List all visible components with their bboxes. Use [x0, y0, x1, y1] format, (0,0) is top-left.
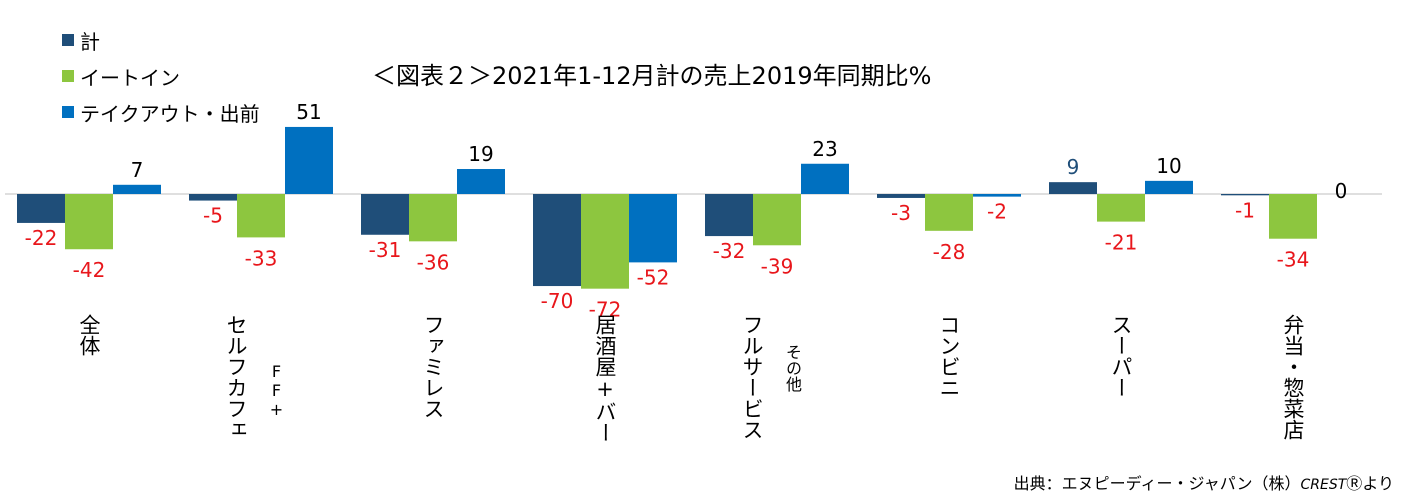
bar-eat-in-2: [409, 194, 457, 242]
legend: 計 イートイン テイクアウト・出前: [62, 22, 260, 130]
bar-eat-in-4: [753, 194, 801, 246]
category-label-3: 居酒屋+バー: [593, 314, 617, 443]
source-brand: CREST: [1300, 477, 1347, 493]
chart-title: ＜図表２＞2021年1-12月計の売上2019年同期比%: [372, 62, 932, 90]
bar-total-3: [533, 194, 581, 287]
bar-eat-in-3: [581, 194, 629, 289]
legend-item-takeout: テイクアウト・出前: [62, 94, 260, 130]
bar-eat-in-1: [237, 194, 285, 238]
data-label-takeout-4: 23: [812, 137, 837, 161]
data-label-takeout-6: 10: [1156, 154, 1181, 178]
category-label-6: スーパー: [1109, 314, 1133, 398]
data-label-eat-in-7: -34: [1277, 248, 1310, 272]
bar-total-6: [1049, 182, 1097, 194]
data-label-takeout-2: 19: [468, 142, 493, 166]
data-label-total-2: -31: [369, 238, 402, 262]
data-label-total-4: -32: [713, 239, 746, 263]
category-label-7: 弁当・惣菜店: [1281, 314, 1305, 440]
bar-eat-in-0: [65, 194, 113, 250]
legend-label-total: 計: [80, 29, 100, 54]
bar-total-2: [361, 194, 409, 235]
data-label-takeout-0: 7: [131, 158, 144, 182]
category-label-2: ファミレス: [421, 314, 445, 419]
bar-takeout-3: [629, 194, 677, 263]
data-label-eat-in-0: -42: [73, 258, 106, 282]
bar-total-4: [705, 194, 753, 237]
data-label-eat-in-3: -72: [589, 298, 622, 322]
bar-eat-in-5: [925, 194, 973, 231]
data-label-takeout-3: -52: [637, 265, 670, 289]
bar-total-0: [17, 194, 65, 223]
data-label-total-0: -22: [25, 226, 58, 250]
legend-item-eat-in: イートイン: [62, 58, 260, 94]
legend-item-total: 計: [62, 22, 260, 58]
bar-total-5: [877, 194, 925, 198]
category-label-5: コンビニ: [937, 314, 961, 398]
data-label-total-5: -3: [891, 201, 911, 225]
legend-swatch-eat-in: [62, 70, 74, 82]
data-label-total-6: 9: [1067, 155, 1080, 179]
bar-takeout-5: [973, 194, 1021, 197]
legend-label-takeout: テイクアウト・出前: [80, 101, 260, 126]
category-sublabel-4: その他: [783, 344, 802, 392]
registered-mark-icon: Ⓡ: [1346, 474, 1363, 493]
data-label-eat-in-6: -21: [1105, 231, 1138, 255]
data-label-takeout-1: 51: [296, 100, 321, 124]
category-sublabel-1: FF+: [267, 362, 286, 419]
data-label-total-3: -70: [541, 289, 574, 313]
bar-total-7: [1221, 194, 1269, 196]
source-note: 出典：エヌピーディー・ジャパン（株）CRESTⓇより: [1014, 470, 1394, 494]
bar-takeout-1: [285, 126, 333, 194]
bar-eat-in-6: [1097, 194, 1145, 222]
source-suffix: より: [1362, 474, 1394, 493]
data-label-eat-in-4: -39: [761, 254, 794, 278]
bar-takeout-0: [113, 184, 161, 194]
bar-takeout-4: [801, 163, 849, 194]
bar-takeout-2: [457, 169, 505, 194]
source-text: 出典：エヌピーディー・ジャパン（株）: [1013, 474, 1301, 493]
legend-label-eat-in: イートイン: [80, 65, 180, 90]
data-label-eat-in-5: -28: [933, 240, 966, 264]
bar-eat-in-7: [1269, 194, 1317, 239]
data-label-takeout-5: -2: [987, 200, 1007, 224]
category-label-4: フルサービス: [740, 314, 764, 440]
legend-swatch-takeout: [62, 106, 74, 118]
data-label-eat-in-1: -33: [245, 246, 278, 270]
data-label-takeout-7: 0: [1335, 179, 1348, 203]
category-label-1: セルフカフェ: [224, 314, 248, 440]
data-label-total-7: -1: [1235, 198, 1255, 222]
bar-takeout-6: [1145, 180, 1193, 194]
data-label-total-1: -5: [203, 204, 223, 228]
category-label-0: 全体: [77, 314, 101, 356]
data-label-eat-in-2: -36: [417, 250, 450, 274]
bar-total-1: [189, 194, 237, 201]
legend-swatch-total: [62, 34, 74, 46]
